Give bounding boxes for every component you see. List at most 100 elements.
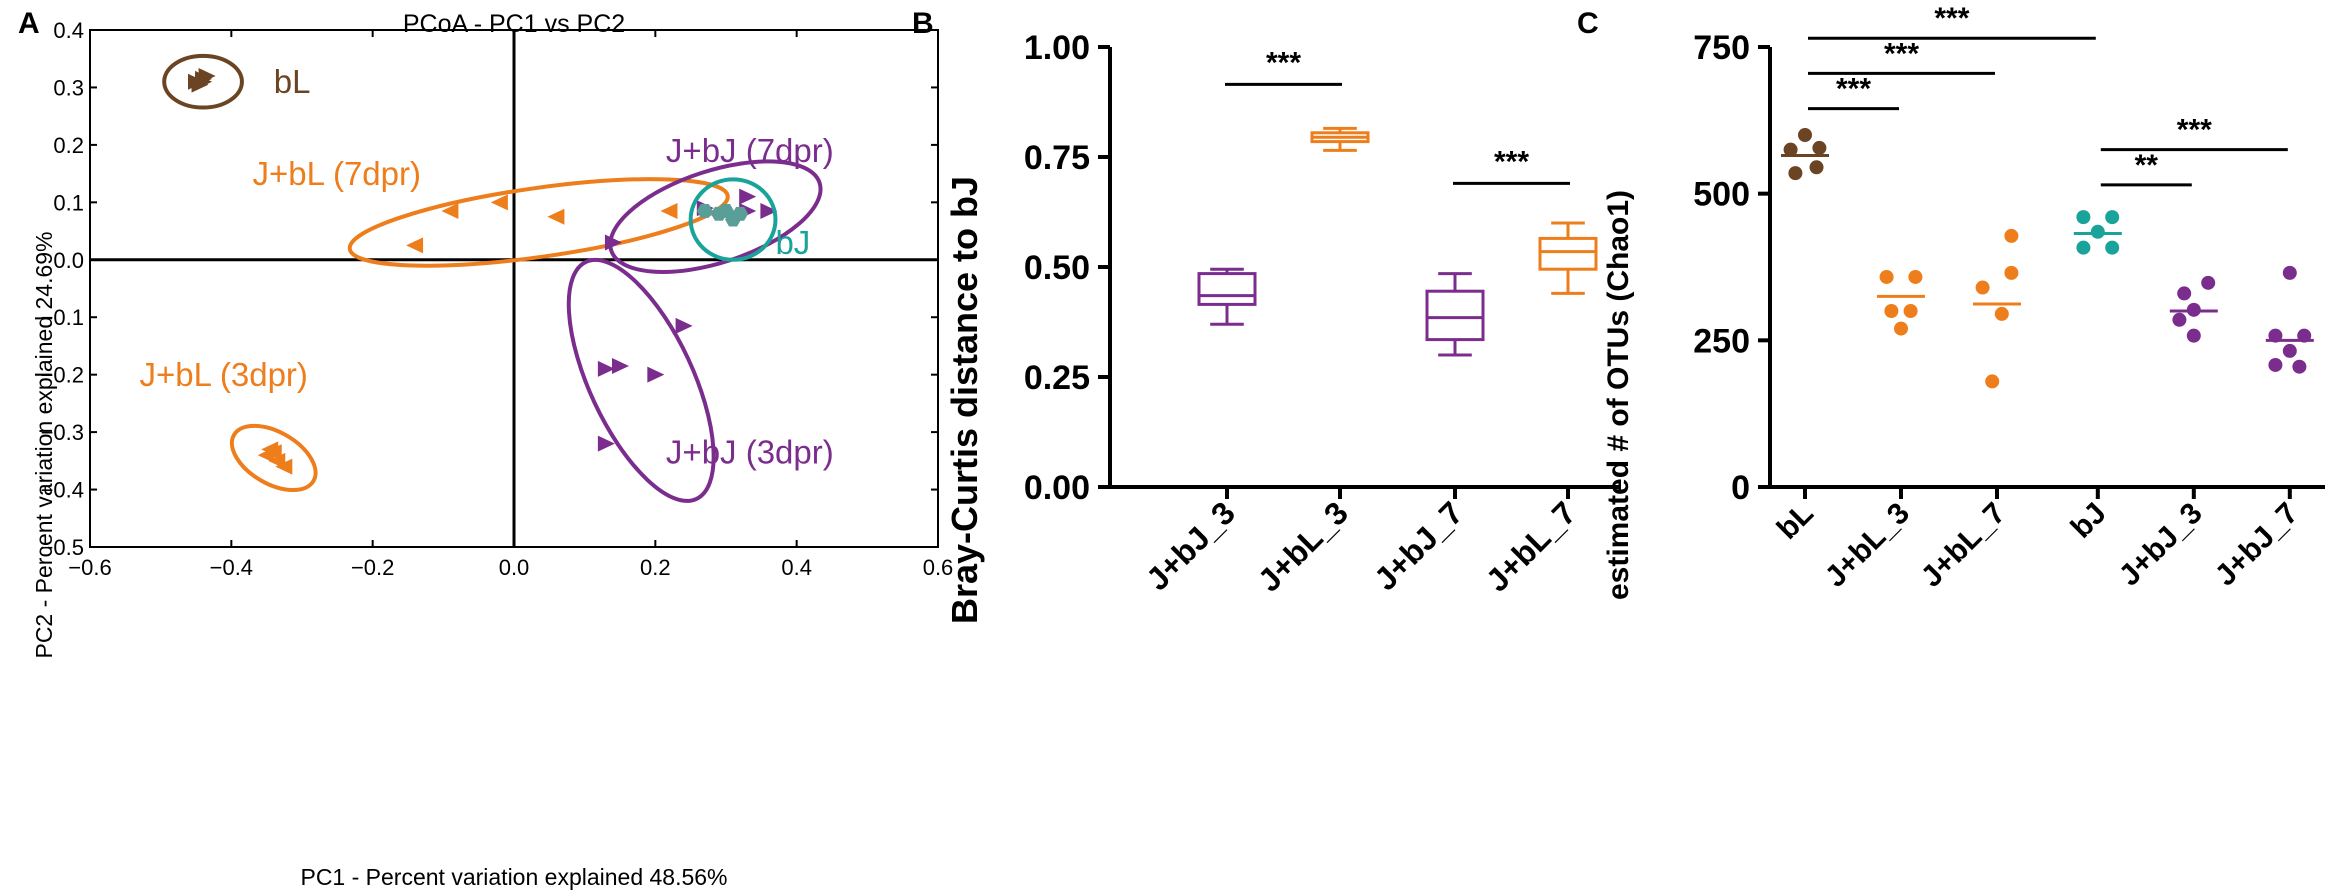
panel-c-ytick-label: 500 — [1693, 176, 1750, 214]
panel-b-boxplot: Bray-Curtis distance to bJ 0.00 0.25 0.50 0… — [944, 29, 1620, 624]
ellipse-bL — [162, 53, 244, 110]
point-J+bJ (7dpr) — [739, 188, 757, 205]
significance-label: *** — [1884, 37, 1919, 70]
panel-c-ytick-label: 0 — [1731, 469, 1750, 507]
panel-c-xtick-label: bL — [1771, 497, 1820, 546]
dot-bL — [1788, 166, 1803, 181]
panel-a-xtick-label: 0.0 — [499, 555, 530, 580]
panel-a-xtick-label: 0.2 — [640, 555, 671, 580]
dot-bL — [1783, 142, 1798, 157]
panel-a-pcoa: PCoA - PC1 vs PC2 PC1 - Percent variatio… — [31, 10, 953, 890]
panel-b-ytick-label: 1.00 — [1024, 29, 1090, 67]
significance-label: *** — [1934, 2, 1969, 35]
panel-a-xtick-label: −0.6 — [68, 555, 111, 580]
significance-label: *** — [2177, 114, 2212, 147]
panel-a-xtick-label: 0.4 — [781, 555, 812, 580]
dot-bL — [1798, 128, 1812, 142]
panel-c-xtick-label: bJ — [2065, 497, 2113, 545]
dot-J+bJ_7 — [2282, 265, 2297, 280]
dot-J+bL_3 — [1903, 304, 1918, 318]
dot-J+bL_7 — [1994, 306, 2009, 321]
dot-bJ — [2105, 210, 2120, 225]
dot-J+bL_3 — [1908, 269, 1923, 284]
ellipse-J+bJ (3dpr) — [566, 257, 716, 503]
point-J+bJ (7dpr) — [760, 202, 778, 219]
panel-label-c: C — [1577, 7, 1599, 40]
dot-J+bL_7 — [2004, 228, 2019, 243]
panel-b-xtick-label: J+bJ_3 — [1139, 494, 1242, 597]
point-J+bJ (3dpr) — [647, 366, 665, 383]
panel-c-xtick-label: J+bL_7 — [1915, 497, 2012, 594]
point-J+bL (3dpr) — [264, 444, 282, 461]
ellipse-J+bL (7dpr) — [347, 177, 730, 268]
panel-c-xtick-label: J+bJ_3 — [2113, 497, 2209, 593]
panel-a-ytick-label: −0.3 — [41, 420, 84, 445]
dot-bJ — [2076, 240, 2091, 255]
panel-b-ylabel: Bray-Curtis distance to bJ — [944, 176, 985, 624]
box-J+bL_7 — [1538, 236, 1598, 271]
dot-J+bL_3 — [1879, 269, 1894, 284]
point-J+bJ (7dpr) — [604, 234, 622, 251]
dot-J+bJ_3 — [2177, 286, 2192, 301]
point-J+bJ (3dpr) — [597, 360, 615, 377]
point-J+bJ (3dpr) — [612, 358, 629, 375]
point-bL — [195, 73, 213, 90]
dot-bJ — [2076, 210, 2091, 225]
dot-J+bL_7 — [1975, 280, 1990, 295]
point-J+bL (7dpr) — [406, 237, 424, 254]
panel-a-xtick-label: −0.4 — [210, 555, 253, 580]
point-J+bJ (3dpr) — [597, 435, 615, 452]
dot-bL — [1812, 140, 1827, 155]
dot-J+bL_3 — [1884, 304, 1899, 318]
panel-b-ytick-label: 0.25 — [1024, 359, 1090, 397]
panel-b-xtick-label: J+bL_3 — [1251, 494, 1355, 598]
panel-a-ytick-label: −0.4 — [41, 478, 84, 503]
panel-a-ylabel: PC2 - Percent variation explained 24.69% — [31, 231, 57, 658]
panel-b-xtick-label: J+bL_7 — [1479, 494, 1583, 598]
panel-a-ytick-label: −0.1 — [41, 305, 84, 330]
panel-a-ytick-label: 0.0 — [53, 248, 84, 273]
dot-J+bL_7 — [2004, 265, 2019, 280]
panel-label-b: B — [912, 7, 934, 40]
dot-bJ — [2105, 240, 2120, 255]
point-bJ — [732, 206, 749, 221]
point-J+bJ (3dpr) — [675, 317, 693, 334]
ellipse-J+bL (3dpr) — [229, 423, 318, 493]
panel-a-ytick-label: 0.2 — [53, 133, 84, 158]
panel-c-ytick-label: 750 — [1693, 29, 1750, 67]
panel-b-ytick-label: 0.75 — [1024, 139, 1090, 177]
panel-a-ytick-label: −0.5 — [41, 535, 84, 560]
group-label-J+bJ (3dpr): J+bJ (3dpr) — [666, 434, 834, 471]
panel-a-ytick-label: 0.3 — [53, 75, 84, 100]
dot-J+bJ_3 — [2172, 312, 2187, 327]
group-label-bJ: bJ — [775, 224, 810, 261]
point-J+bL (7dpr) — [490, 194, 508, 211]
dot-bL — [1809, 160, 1824, 175]
significance-label: *** — [1494, 145, 1529, 178]
panel-a-ytick-label: −0.2 — [41, 363, 84, 388]
dot-J+bJ_3 — [2201, 275, 2216, 290]
ellipse-bJ — [688, 177, 778, 262]
dot-bJ — [2090, 224, 2105, 239]
dot-J+bJ_7 — [2282, 343, 2297, 358]
point-J+bL (7dpr) — [660, 202, 678, 219]
point-J+bL (7dpr) — [547, 208, 565, 225]
group-label-J+bL (7dpr): J+bL (7dpr) — [253, 155, 421, 192]
group-label-bL: bL — [274, 63, 311, 100]
panel-a-xlabel: PC1 - Percent variation explained 48.56% — [300, 864, 727, 890]
panel-a-xtick-label: −0.2 — [351, 555, 394, 580]
dot-J+bJ_7 — [2292, 359, 2307, 374]
significance-label: ** — [2135, 149, 2159, 182]
panel-a-ytick-label: 0.1 — [53, 190, 84, 215]
dot-J+bL_7 — [1985, 374, 2000, 389]
point-bJ — [696, 204, 713, 218]
panel-b-ytick-label: 0.00 — [1024, 469, 1090, 507]
panel-c-dotplot: estimated # of OTUs (Chao1) 0 250 500 750 bL… — [1602, 2, 2325, 600]
panel-label-a: A — [18, 7, 40, 40]
point-bJ — [718, 204, 734, 218]
panel-a-xtick-label: 0.6 — [923, 555, 954, 580]
panel-b-ytick-label: 0.50 — [1024, 249, 1090, 287]
box-J+bJ_3 — [1197, 272, 1257, 306]
panel-c-ylabel: estimated # of OTUs (Chao1) — [1602, 190, 1635, 600]
